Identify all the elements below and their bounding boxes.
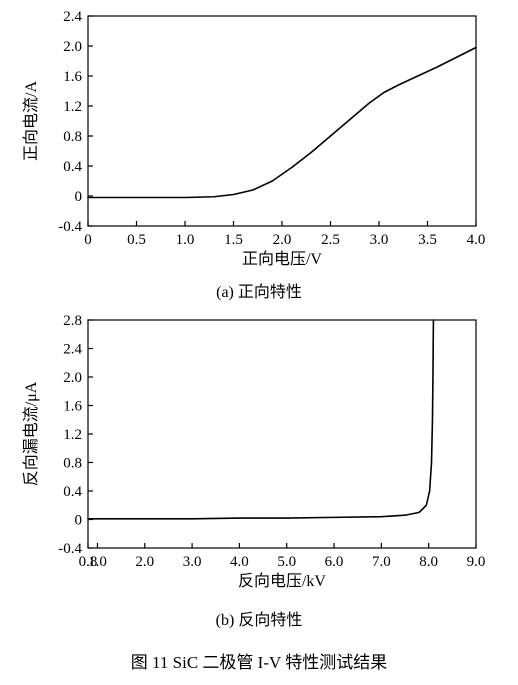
x-tick-label: 4.0 <box>230 554 249 570</box>
y-tick-label: 2.4 <box>63 342 82 358</box>
y-tick-label: 0.8 <box>63 456 82 472</box>
y-tick-label: 0.4 <box>63 484 82 500</box>
figure-caption: 图 11 SiC 二极管 I-V 特性测试结果 <box>0 648 518 673</box>
panel-b-subtitle: (b) 反向特性 <box>0 606 518 630</box>
y-tick-label: 1.6 <box>63 399 82 415</box>
y-tick-label: 0 <box>75 513 83 529</box>
x-tick-label: 8.0 <box>419 554 438 570</box>
y-tick-label: -0.4 <box>58 541 82 557</box>
x-tick-label: 7.0 <box>372 554 391 570</box>
x-tick-label: 1.0 <box>88 554 107 570</box>
x-tick-label: 9.0 <box>467 554 486 570</box>
x-tick-label: 5.0 <box>277 554 296 570</box>
chart-panel-b: 0.81.02.03.04.05.06.07.08.09.0-0.400.40.… <box>0 0 518 640</box>
y-tick-label: 2.8 <box>63 313 82 329</box>
y-axis-label: 反向漏电流/μA <box>22 381 40 486</box>
figure-container: 00.51.01.52.02.53.03.54.0-0.400.40.81.21… <box>0 0 518 685</box>
x-tick-label: 2.0 <box>135 554 154 570</box>
y-tick-label: 1.2 <box>63 427 82 443</box>
x-axis-label: 反向电压/kV <box>238 572 326 590</box>
x-tick-label: 6.0 <box>325 554 344 570</box>
x-tick-label: 3.0 <box>183 554 202 570</box>
y-tick-label: 2.0 <box>63 370 82 386</box>
figure-caption-text: 图 11 SiC 二极管 I-V 特性测试结果 <box>131 653 387 672</box>
